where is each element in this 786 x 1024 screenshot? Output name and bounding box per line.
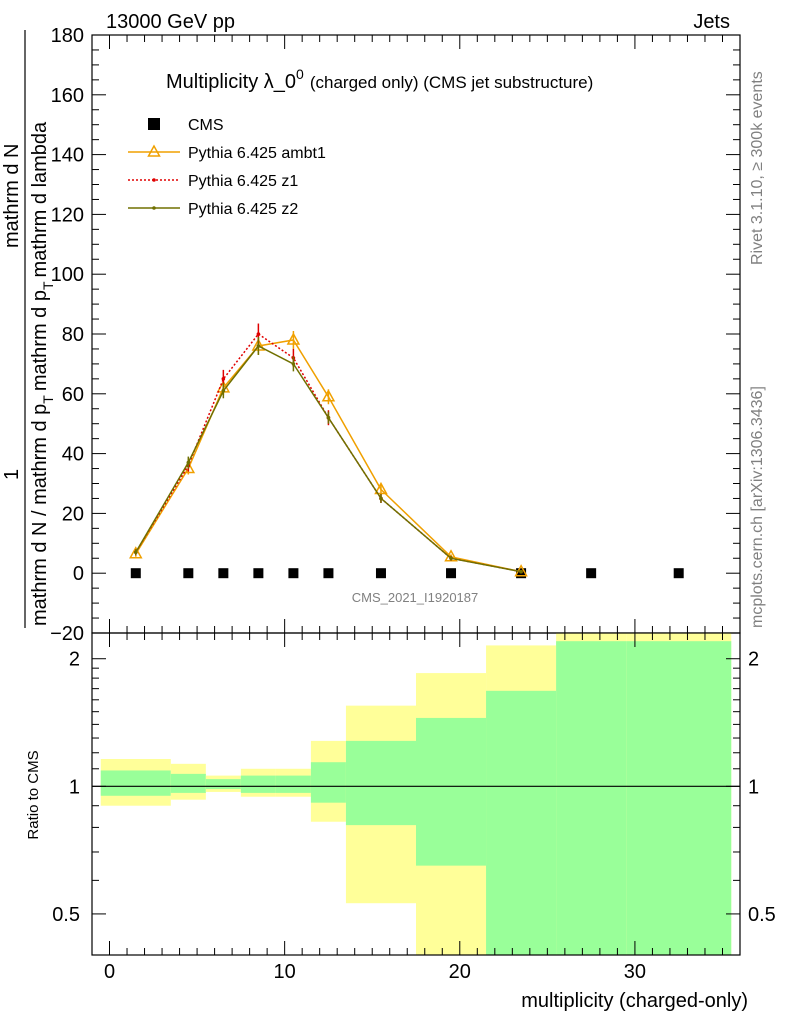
y-tick-label: 40: [62, 444, 84, 466]
ratio-x-axis: 0 10 20 30: [104, 633, 723, 983]
y-tick-label: 160: [51, 85, 84, 107]
ratio-band-inner: [170, 773, 206, 793]
series-point: [326, 415, 331, 420]
ratio-plot-frame: [91, 632, 741, 956]
chart-title-sup: 0: [296, 66, 304, 82]
series-point: [374, 481, 388, 495]
ylabel-numerator-one: 1: [1, 469, 23, 480]
ratio-y-tick-label-left: 2: [69, 649, 80, 671]
series-point: [379, 496, 383, 501]
series-point: [133, 550, 138, 555]
ratio-band-inner: [310, 762, 346, 803]
ratio-band-inner: [626, 641, 732, 955]
legend-label: Pythia 6.425 z1: [188, 173, 298, 190]
cms-data-point: [375, 568, 386, 579]
ratio-band-inner: [486, 690, 557, 955]
x-tick-label: 20: [449, 961, 471, 983]
legend-label: Pythia 6.425 ambt1: [188, 145, 326, 162]
x-tick-label: 10: [274, 961, 296, 983]
ratio-band-inner: [100, 770, 171, 796]
ratio-y-tick-label-right: 2: [748, 649, 759, 671]
ratio-y-label: Ratio to CMS: [25, 750, 42, 839]
legend-label: CMS: [188, 117, 224, 134]
legend-marker: [152, 206, 156, 210]
ratio-band-inner: [556, 641, 627, 955]
series-point: [129, 546, 143, 559]
legend: CMS Pythia 6.425 ambt1 Pythia 6.425 z1 Pyth…: [128, 117, 326, 218]
series-point: [291, 362, 296, 366]
analysis-watermark: CMS_2021_I1920187: [352, 590, 479, 605]
series-point: [449, 556, 453, 561]
ratio-band-inner: [275, 775, 311, 793]
mcplots-credit: mcplots.cern.ch [arXiv:1306.3436]: [749, 386, 766, 628]
y-tick-label: 0: [73, 563, 84, 585]
x-tick-label: 30: [624, 961, 646, 983]
series-line: [135, 339, 522, 573]
ratio-band-inner: [345, 740, 416, 826]
header-left: 13000 GeV pp: [106, 11, 235, 33]
ratio-y-axis: 0.5 0.5 1 1 2 2: [52, 649, 776, 956]
series-point: [519, 569, 523, 574]
legend-marker: [152, 178, 156, 182]
x-axis-label: multiplicity (charged-only): [521, 990, 748, 1012]
ratio-band-inner: [240, 775, 276, 793]
y-tick-label: 80: [62, 324, 84, 346]
rivet-credit: Rivet 3.1.10, ≥ 300k events: [749, 71, 766, 265]
ratio-y-tick-label-right: 0.5: [748, 904, 776, 926]
x-tick-label: 0: [104, 961, 115, 983]
series-line: [135, 345, 522, 573]
main-panel: −20 0 20 40 60 80 100 120 140 160 180 Multiplicity…: [50, 25, 741, 645]
ylabel-denominator: mathrm d N / mathrm d pTmathrm d pTmathr…: [29, 121, 56, 626]
main-x-ticks: [109, 35, 723, 633]
ylabel-numerator: mathrm d N: [1, 144, 23, 248]
y-tick-label: 180: [51, 25, 84, 47]
legend-label: Pythia 6.425 z2: [188, 201, 298, 218]
series-point: [256, 344, 261, 348]
legend-marker: [147, 144, 161, 157]
cms-data-point: [323, 568, 334, 579]
series-point: [321, 389, 336, 402]
ratio-y-tick-label-left: 1: [69, 776, 80, 798]
y-tick-label: 20: [62, 503, 84, 525]
ratio-band-inner: [205, 779, 241, 790]
y-tick-label: −20: [50, 623, 84, 645]
ratio-y-tick-label-left: 0.5: [52, 904, 80, 926]
ratio-panel: 0.5 0.5 1 1 2 2 0 10 20 30 Ratio to CMS multipli…: [25, 632, 776, 1012]
chart-title-tail: (charged only) (CMS jet substructure): [310, 73, 593, 92]
ratio-y-tick-label-right: 1: [748, 776, 759, 798]
series-point: [286, 332, 301, 345]
cms-data-point: [130, 568, 141, 579]
chart-title: Multiplicity λ_00 (charged only) (CMS jet…: [166, 66, 593, 93]
y-tick-label: 140: [51, 145, 84, 167]
cms-data-point: [586, 568, 597, 579]
main-series: [129, 323, 684, 579]
ratio-band-inner: [416, 717, 487, 866]
cms-data-point: [218, 568, 229, 579]
cms-data-point: [288, 568, 299, 579]
series-point: [256, 332, 261, 336]
cms-data-point: [673, 568, 684, 579]
y-tick-label: 60: [62, 384, 84, 406]
cms-data-point: [446, 568, 457, 579]
header-right: Jets: [693, 11, 730, 33]
y-tick-label: 100: [51, 264, 84, 286]
chart-title-main: Multiplicity λ_0: [166, 71, 296, 93]
main-y-axis-label: 1 mathrm d N mathrm d N / mathrm d pTmat…: [1, 30, 56, 628]
y-tick-label: 120: [51, 204, 84, 226]
series-point: [186, 460, 191, 465]
ratio-bands: [100, 633, 732, 955]
series-point: [221, 377, 226, 381]
cms-data-point: [183, 568, 194, 579]
legend-marker: [148, 118, 160, 130]
main-y-axis: −20 0 20 40 60 80 100 120 140 160 180: [50, 25, 740, 645]
series-point: [221, 389, 226, 393]
cms-data-point: [253, 568, 264, 579]
